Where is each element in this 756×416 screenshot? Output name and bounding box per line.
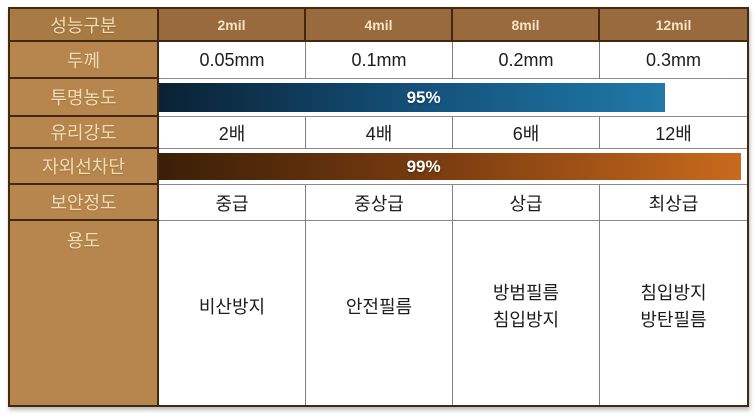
row-label-glass-strength: 유리강도: [10, 117, 159, 149]
uv-block-bar-value: 99%: [406, 156, 441, 176]
cell-thickness-4mil: 0.1mm: [306, 42, 453, 79]
transparency-gradient-bar: [159, 83, 665, 112]
cell-strength-2mil: 2배: [159, 117, 306, 149]
cell-strength-4mil: 4배: [306, 117, 453, 149]
row-label-usage: 용도: [10, 221, 159, 405]
column-header-2mil: 2mil: [159, 9, 306, 42]
cell-thickness-12mil: 0.3mm: [600, 42, 747, 79]
transparency-bar-track: 95%: [159, 79, 747, 117]
column-header-4mil: 4mil: [306, 9, 453, 42]
cell-security-4mil: 중상급: [306, 185, 453, 221]
cell-strength-12mil: 12배: [600, 117, 747, 149]
cell-thickness-2mil: 0.05mm: [159, 42, 306, 79]
uv-block-gradient-bar: [159, 153, 742, 180]
performance-comparison-table: 성능구분 2mil 4mil 8mil 12mil 두께 0.05mm 0.1m…: [8, 7, 749, 407]
transparency-bar-value: 95%: [406, 87, 441, 107]
cell-security-12mil: 최상급: [600, 185, 747, 221]
corner-header-performance-category: 성능구분: [10, 9, 159, 42]
cell-thickness-8mil: 0.2mm: [453, 42, 600, 79]
cell-usage-8mil: 방범필름 침입방지: [453, 221, 600, 405]
uv-block-bar-track: 99%: [159, 149, 747, 185]
cell-security-2mil: 중급: [159, 185, 306, 221]
row-label-thickness: 두께: [10, 42, 159, 79]
cell-usage-4mil: 안전필름: [306, 221, 453, 405]
column-header-8mil: 8mil: [453, 9, 600, 42]
cell-usage-12mil: 침입방지 방탄필름: [600, 221, 747, 405]
row-label-uv-block: 자외선차단: [10, 149, 159, 185]
cell-security-8mil: 상급: [453, 185, 600, 221]
cell-usage-2mil: 비산방지: [159, 221, 306, 405]
row-label-transparency: 투명농도: [10, 79, 159, 117]
row-label-security-level: 보안정도: [10, 185, 159, 221]
cell-strength-8mil: 6배: [453, 117, 600, 149]
column-header-12mil: 12mil: [600, 9, 747, 42]
